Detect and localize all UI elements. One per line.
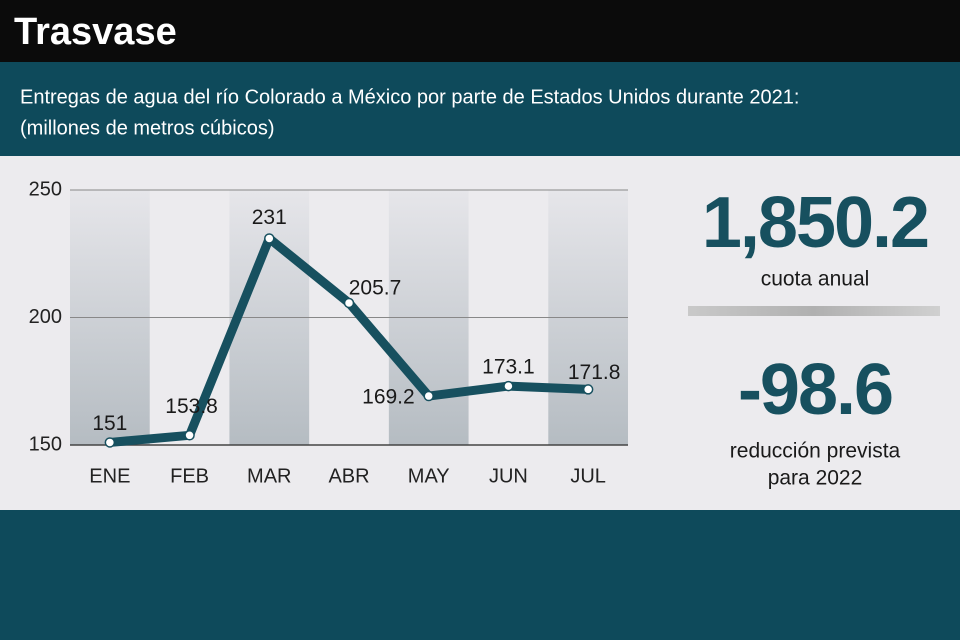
- figure-label: reducción prevista: [730, 440, 901, 463]
- marker: [503, 380, 514, 392]
- chart-panel: [0, 156, 960, 510]
- x-tick-label: JUL: [570, 465, 606, 487]
- marker: [104, 437, 116, 448]
- x-tick-label: JUN: [489, 465, 528, 487]
- plot: 150 200 250 151 153.8 231 205.7 169.2 173.1 171.8…: [29, 178, 628, 487]
- y-tick-label: 250: [29, 178, 62, 200]
- subtitle: Entregas de agua del río Colorado a Méxi…: [20, 86, 799, 108]
- value-label: 205.7: [349, 277, 402, 300]
- x-tick-label: FEB: [170, 465, 209, 487]
- subtitle-band: [0, 62, 960, 156]
- x-tick-label: MAR: [247, 465, 291, 487]
- value-label: 173.1: [482, 356, 535, 379]
- big-figure: -98.6: [738, 350, 892, 430]
- marker: [343, 297, 355, 309]
- y-tick-label: 150: [29, 433, 62, 455]
- header-band: [0, 0, 960, 62]
- marker: [184, 430, 195, 441]
- value-label: 153.8: [165, 395, 218, 418]
- subtitle: (millones de metros cúbicos): [20, 117, 275, 139]
- value-label: 231: [252, 206, 287, 229]
- marker: [264, 233, 275, 244]
- x-tick-label: ABR: [328, 465, 369, 487]
- figure-label: para 2022: [768, 467, 863, 490]
- marker: [582, 384, 594, 395]
- title: Trasvase: [14, 11, 177, 53]
- separator: [688, 306, 940, 316]
- value-label: 169.2: [362, 386, 415, 409]
- marker: [423, 390, 434, 402]
- footer-band: [0, 510, 960, 640]
- y-tick-label: 200: [29, 306, 62, 328]
- value-label: 151: [92, 412, 127, 435]
- x-tick-label: MAY: [408, 465, 450, 487]
- big-figure: 1,850.2: [702, 183, 928, 263]
- value-label: 171.8: [568, 361, 621, 384]
- figure-label: cuota anual: [761, 268, 870, 291]
- x-tick-label: ENE: [89, 465, 130, 487]
